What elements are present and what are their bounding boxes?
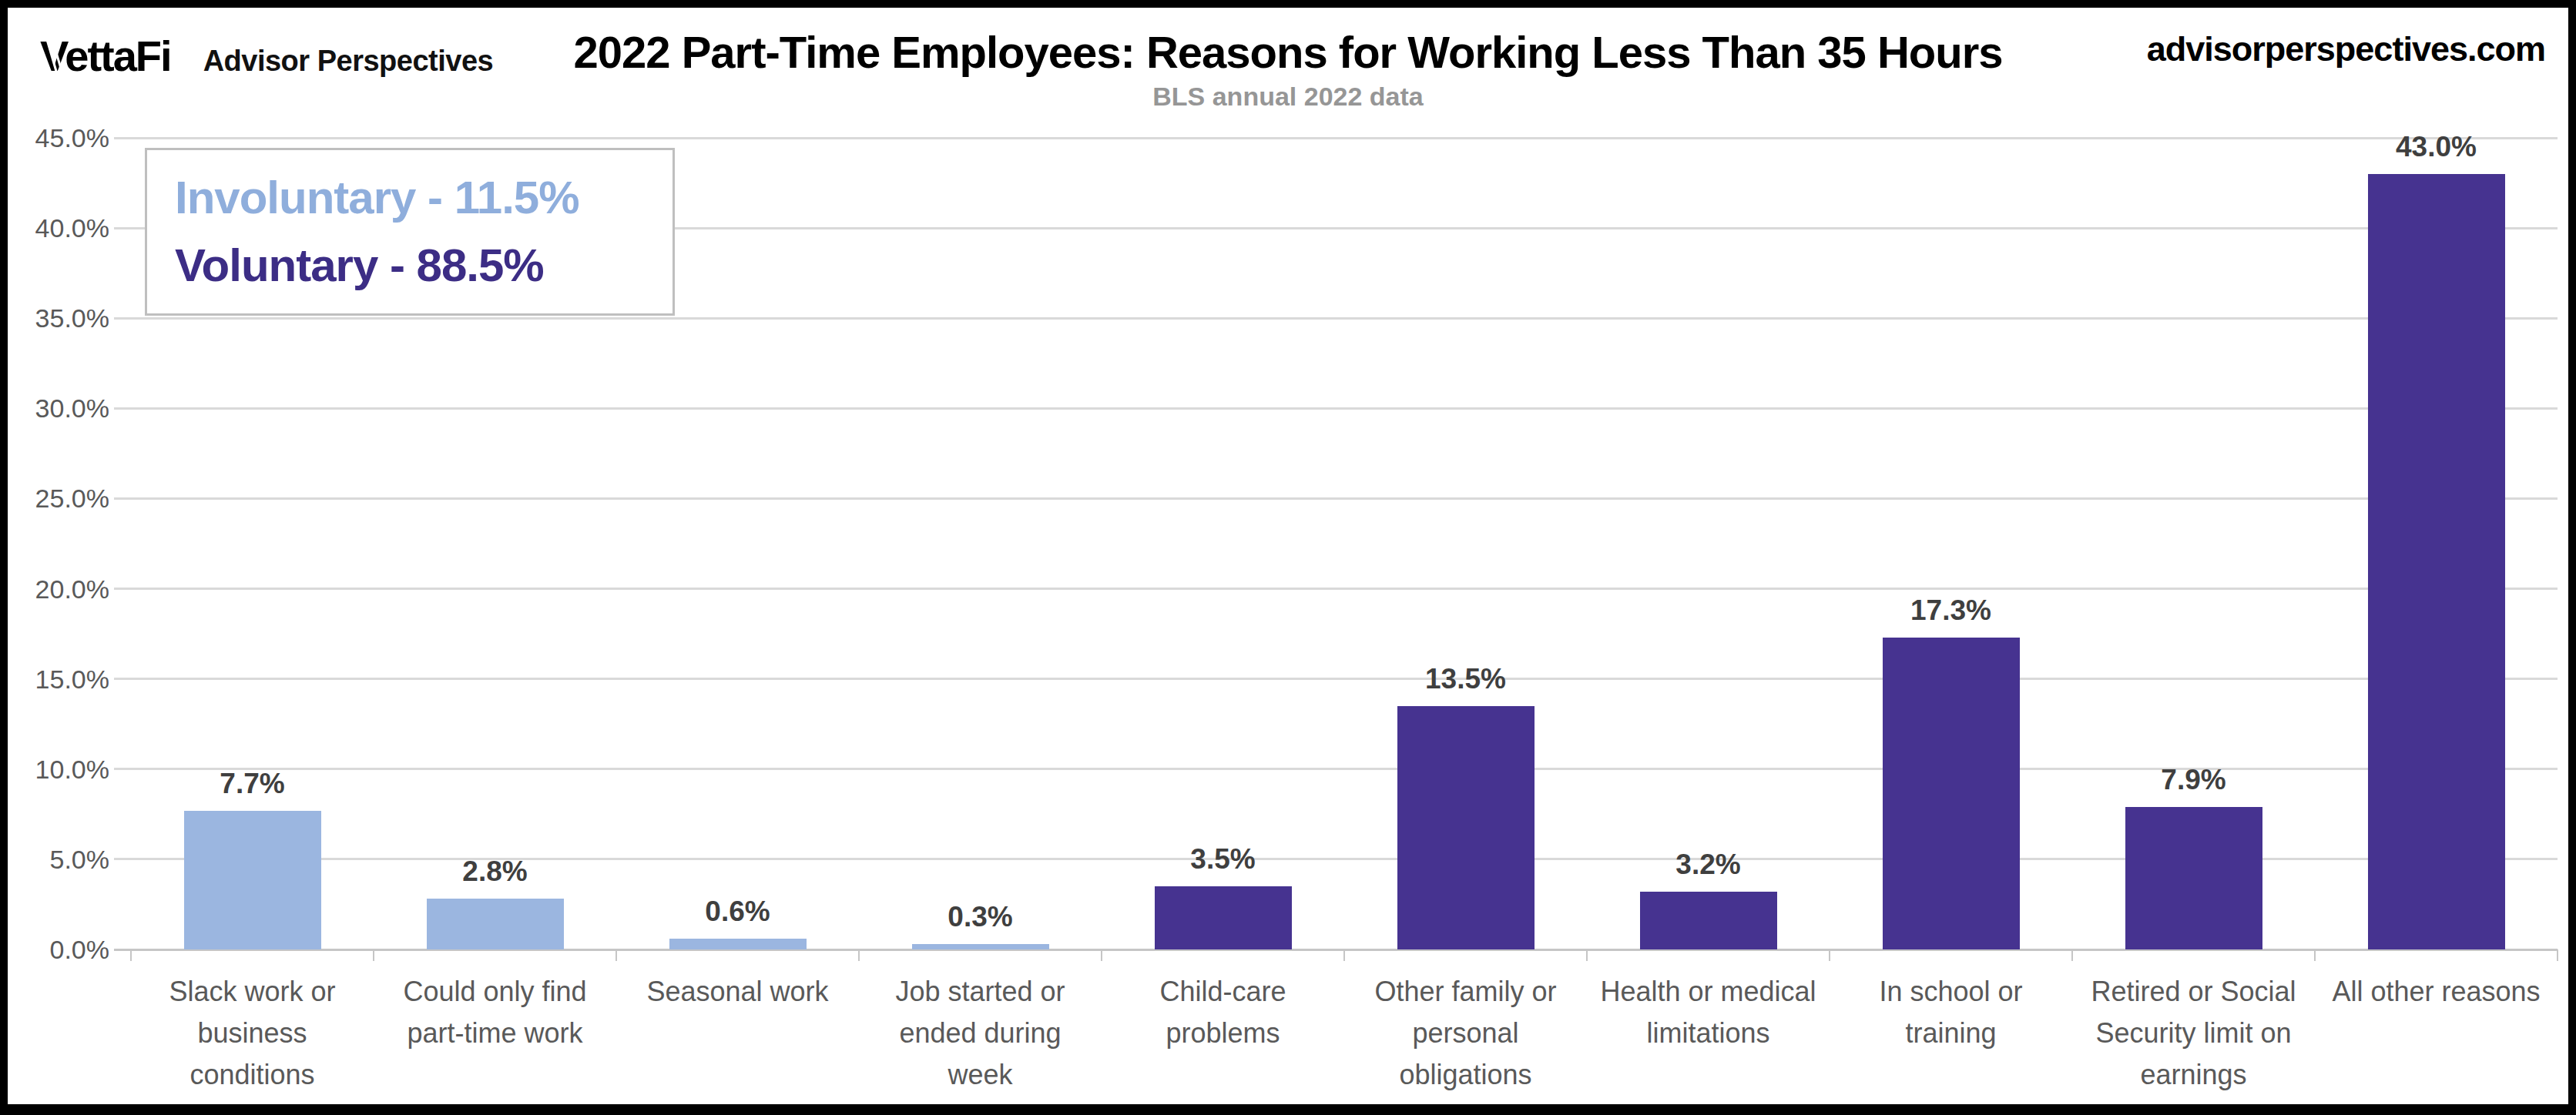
- bar-involuntary: [912, 944, 1049, 949]
- x-axis-tick: [373, 949, 374, 961]
- category-slot: 17.3%: [1830, 138, 2072, 949]
- category-slot: 0.3%: [859, 138, 1102, 949]
- x-axis-tick: [2557, 949, 2558, 961]
- y-axis-label-10: 10.0%: [0, 752, 109, 786]
- category-label: Other family or personal obligations: [1344, 971, 1587, 1096]
- bar-voluntary: [1883, 638, 2020, 949]
- bar-value-label: 2.8%: [374, 856, 616, 888]
- bar-value-label: 17.3%: [1830, 594, 2072, 627]
- y-axis-label-15: 15.0%: [0, 662, 109, 696]
- x-axis-tick: [858, 949, 860, 961]
- bar-value-label: 0.6%: [616, 896, 859, 928]
- category-label: Slack work or business conditions: [131, 971, 374, 1096]
- y-axis-label-30: 30.0%: [0, 391, 109, 425]
- chart-subtitle: BLS annual 2022 data: [826, 82, 1750, 112]
- x-axis-tick: [130, 949, 132, 961]
- y-axis-label-45: 45.0%: [0, 121, 109, 155]
- category-label: All other reasons: [2315, 971, 2558, 1013]
- y-axis-label-0: 0.0%: [0, 933, 109, 966]
- y-axis-label-40: 40.0%: [0, 211, 109, 245]
- x-axis-tick: [1829, 949, 1830, 961]
- category-slot: 43.0%: [2315, 138, 2558, 949]
- x-axis-tick: [615, 949, 617, 961]
- category-slot: 13.5%: [1344, 138, 1587, 949]
- category-slot: 7.9%: [2072, 138, 2315, 949]
- category-slot: 3.5%: [1102, 138, 1344, 949]
- bar-involuntary: [669, 939, 807, 949]
- bar-value-label: 7.7%: [131, 768, 374, 800]
- bar-value-label: 13.5%: [1344, 663, 1587, 695]
- bar-value-label: 43.0%: [2315, 131, 2558, 163]
- x-axis-tick: [2071, 949, 2073, 961]
- vettafi-logo-text: VettaFi: [40, 31, 171, 81]
- bar-voluntary: [2368, 174, 2505, 949]
- bar-voluntary: [1397, 706, 1535, 949]
- category-label: Seasonal work: [616, 971, 859, 1013]
- y-axis-label-35: 35.0%: [0, 301, 109, 335]
- category-label: Job started or ended during week: [859, 971, 1102, 1096]
- legend-item-voluntary: Voluntary - 88.5%: [175, 236, 673, 296]
- x-axis-tick: [1101, 949, 1102, 961]
- bar-value-label: 0.3%: [859, 901, 1102, 933]
- bar-involuntary: [427, 899, 564, 949]
- bar-voluntary: [1640, 892, 1777, 949]
- bar-involuntary: [184, 811, 321, 949]
- legend-box: Involuntary - 11.5% Voluntary - 88.5%: [145, 148, 675, 316]
- bar-value-label: 3.2%: [1587, 849, 1830, 881]
- category-label: Retired or Social Security limit on earn…: [2072, 971, 2315, 1096]
- category-label: In school or training: [1830, 971, 2072, 1054]
- y-axis-label-5: 5.0%: [0, 842, 109, 876]
- category-label: Child-care problems: [1102, 971, 1344, 1054]
- chart-title: 2022 Part-Time Employees: Reasons for Wo…: [518, 26, 2058, 78]
- website-url: advisorperspectives.com: [1929, 29, 2545, 69]
- x-axis-tick: [2314, 949, 2316, 961]
- bar-value-label: 3.5%: [1102, 843, 1344, 876]
- bar-voluntary: [1155, 886, 1292, 949]
- category-label: Could only find part-time work: [374, 971, 616, 1054]
- category-label: Health or medical limitations: [1587, 971, 1830, 1054]
- logo-tagline: Advisor Perspectives: [203, 45, 494, 78]
- legend-item-involuntary: Involuntary - 11.5%: [175, 168, 673, 228]
- category-slot: 3.2%: [1587, 138, 1830, 949]
- bar-value-label: 7.9%: [2072, 764, 2315, 796]
- x-axis-tick: [1586, 949, 1588, 961]
- x-axis-tick: [1343, 949, 1345, 961]
- y-axis-label-20: 20.0%: [0, 572, 109, 606]
- y-axis-label-25: 25.0%: [0, 481, 109, 515]
- logo-hatch-icon: [42, 35, 68, 75]
- bar-voluntary: [2125, 807, 2262, 949]
- vettafi-logo: VettaFi Advisor Perspectives: [40, 31, 493, 81]
